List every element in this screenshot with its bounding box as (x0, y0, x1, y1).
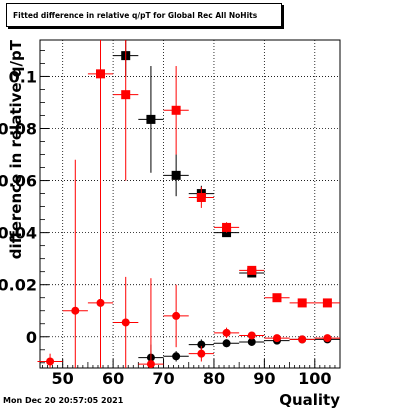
plot-frame (39, 39, 341, 369)
x-tick-label: 50 (52, 369, 74, 388)
data-point-circle (96, 298, 105, 307)
x-axis-label: Quality (279, 391, 340, 409)
data-point-circle (146, 360, 155, 369)
data-point-square (171, 170, 181, 180)
timestamp-footer: Mon Dec 20 20:57:05 2021 (3, 396, 124, 405)
data-point-square (272, 293, 282, 303)
data-point-square (171, 105, 181, 115)
data-point-square (146, 114, 156, 124)
data-point-square (121, 90, 131, 100)
data-point-square (247, 265, 257, 275)
data-point-circle (272, 334, 281, 343)
data-point-circle (121, 318, 130, 327)
data-point-circle (298, 335, 307, 344)
data-point-square (222, 222, 232, 232)
data-point-circle (247, 331, 256, 340)
y-axis-label: difference in relative q/pT (7, 39, 25, 259)
data-point-square (96, 69, 106, 79)
data-point-circle (247, 337, 256, 346)
y-tick-label: 0 (26, 328, 37, 347)
series-group (87, 40, 340, 308)
x-tick-label: 70 (152, 369, 174, 388)
series-group (113, 40, 265, 278)
data-point-circle (197, 349, 206, 358)
data-point-circle (323, 334, 332, 343)
data-point-circle (222, 328, 231, 337)
y-tick-label: 0.1 (9, 67, 37, 86)
y-tick-label: 0.02 (0, 276, 37, 295)
y-tick-label: 0.06 (0, 172, 37, 191)
x-tick-label: 100 (298, 369, 331, 388)
x-tick-label: 90 (253, 369, 275, 388)
chart-title: Fitted difference in relative q/pT for G… (6, 3, 282, 27)
grid-lines (40, 40, 340, 368)
data-point-square (196, 192, 206, 202)
x-tick-label: 60 (102, 369, 124, 388)
series-group (37, 120, 340, 369)
data-point-square (297, 298, 307, 308)
data-point-circle (222, 339, 231, 348)
data-point-circle (197, 340, 206, 349)
y-tick-label: 0.08 (0, 120, 37, 139)
data-point-circle (172, 352, 181, 361)
data-marks (37, 40, 340, 369)
data-point-circle (172, 311, 181, 320)
x-tick-label: 80 (203, 369, 225, 388)
axes: 50 60 70 80 90 100 0 0.02 0.04 0.06 0.08 0.1 (0, 50, 341, 388)
data-point-circle (71, 306, 80, 315)
data-point-circle (46, 357, 55, 366)
y-tick-label: 0.04 (0, 224, 37, 243)
data-point-square (322, 298, 332, 308)
